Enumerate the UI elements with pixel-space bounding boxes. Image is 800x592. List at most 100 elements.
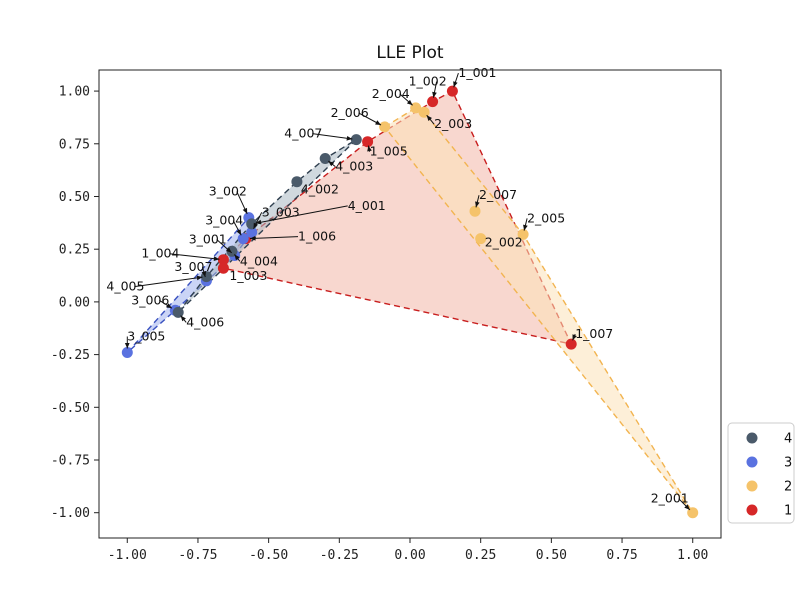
legend-label-4: 4 [784, 432, 792, 447]
annotation-arrow-4_005 [134, 276, 203, 288]
hull-group-1 [222, 90, 573, 346]
points-layer [121, 85, 699, 519]
annotation-arrowhead-3_001 [226, 247, 232, 253]
legend-label-2: 2 [784, 480, 792, 495]
annotation-arrowhead-2_001 [684, 504, 690, 510]
point-label-3_002: 3_002 [209, 184, 247, 199]
chart-title: LLE Plot [376, 43, 443, 63]
legend-marker-3 [746, 456, 758, 468]
point-4_007 [350, 134, 362, 146]
point-label-1_007: 1_007 [575, 326, 613, 341]
point-label-1_002: 1_002 [409, 74, 447, 89]
labels-layer: 4_007 4_003 4_002 4_001 4_004 4_005 4_006 3_002… [106, 65, 691, 511]
y-tick-label: -0.25 [51, 348, 90, 363]
point-1_001 [446, 85, 458, 97]
point-4_002 [291, 176, 303, 188]
annotation-arrowhead-1_005 [367, 145, 372, 152]
annotation-arrow-4_007 [312, 133, 353, 140]
point-1_003 [217, 262, 229, 274]
annotation-arrowhead-3_004 [236, 229, 242, 236]
point-1_005 [362, 136, 374, 148]
legend-marker-2 [746, 480, 758, 492]
point-label-3_005: 3_005 [127, 329, 165, 344]
y-tick-label: 0.75 [59, 137, 90, 152]
point-label-1_001: 1_001 [458, 65, 496, 80]
point-label-1_005: 1_005 [370, 144, 408, 159]
annotation-arrowhead-1_006 [250, 235, 256, 241]
legend-label-3: 3 [784, 456, 792, 471]
annotation-arrowhead-3_005 [124, 343, 130, 349]
annotation-arrowhead-3_002 [242, 207, 248, 214]
point-2_006 [379, 121, 391, 133]
point-label-2_004: 2_004 [372, 86, 410, 101]
x-tick-label: 0.75 [606, 548, 637, 563]
legend-frame [727, 422, 795, 524]
point-label-2_002: 2_002 [485, 235, 523, 250]
point-label-2_001: 2_001 [651, 491, 689, 506]
plot-area: 4_007 4_003 4_002 4_001 4_004 4_005 4_006 3_002… [98, 65, 722, 539]
point-label-4_002: 4_002 [301, 182, 339, 197]
x-tick-label: -0.50 [249, 548, 288, 563]
point-1_002 [427, 96, 439, 108]
point-label-4_007: 4_007 [284, 126, 322, 141]
annotation-arrow-1_006 [249, 236, 299, 239]
annotation-arrowhead-2_007 [475, 201, 480, 208]
point-label-4_004: 4_004 [240, 253, 278, 268]
point-2_003 [418, 106, 430, 118]
annotation-arrow-1_004 [169, 253, 220, 260]
x-tick-label: 0.00 [394, 548, 425, 563]
point-1_004 [217, 254, 229, 266]
point-label-2_006: 2_006 [331, 105, 369, 120]
annotation-arrowhead-4_001 [255, 219, 262, 225]
annotation-arrowhead-1_002 [432, 91, 437, 98]
point-label-3_004: 3_004 [205, 213, 243, 228]
point-label-4_001: 4_001 [348, 198, 386, 213]
annotation-arrowhead-4_004 [234, 254, 240, 261]
point-3_003 [246, 226, 258, 238]
x-tick-label: 0.25 [465, 548, 496, 563]
x-tick-label: -0.25 [320, 548, 359, 563]
annotation-arrowhead-1_001 [453, 81, 458, 88]
annotation-arrowhead-4_005 [196, 275, 203, 281]
point-2_007 [469, 205, 481, 217]
annotation-arrowhead-4_003 [328, 161, 335, 167]
point-4_006 [172, 306, 184, 318]
y-tick-label: 0.50 [59, 190, 90, 205]
point-label-4_005: 4_005 [106, 279, 144, 294]
annotation-arrow-4_001 [255, 205, 348, 224]
annotation-arrowhead-3_003 [253, 222, 258, 229]
point-2_005 [517, 228, 529, 240]
point-label-3_006: 3_006 [131, 292, 169, 307]
legend-label-1: 1 [784, 504, 792, 519]
annotation-arrowhead-2_004 [406, 99, 413, 106]
point-label-3_007: 3_007 [174, 259, 212, 274]
point-label-1_004: 1_004 [141, 246, 179, 261]
point-label-1_003: 1_003 [229, 268, 267, 283]
annotation-arrowhead-2_006 [375, 120, 381, 125]
point-label-2_005: 2_005 [527, 210, 565, 225]
hull-group-2 [383, 107, 694, 514]
point-label-3_001: 3_001 [189, 232, 227, 247]
y-axis: 1.00 0.75 0.50 0.25 0.00 -0.25 -0.50 -0.75 -1.00 [51, 85, 99, 521]
annotation-arrowhead-2_005 [523, 224, 528, 231]
y-tick-label: 1.00 [59, 85, 90, 100]
y-tick-label: 0.00 [59, 295, 90, 310]
point-2_004 [410, 102, 422, 114]
x-axis: -1.00 -0.75 -0.50 -0.25 0.00 0.25 0.50 0.75 1.00 [108, 538, 708, 563]
point-2_002 [475, 233, 487, 245]
y-tick-label: -1.00 [51, 506, 90, 521]
annotation-arrowhead-4_006 [180, 315, 186, 322]
point-label-2_007: 2_007 [479, 187, 517, 202]
point-2_001 [687, 507, 699, 519]
annotation-arrowhead-2_003 [426, 115, 432, 121]
point-1_007 [565, 338, 577, 350]
annotation-arrowhead-3_007 [201, 271, 207, 277]
point-label-4_006: 4_006 [186, 314, 224, 329]
annotation-arrowhead-3_006 [166, 303, 172, 309]
point-label-4_003: 4_003 [335, 159, 373, 174]
x-tick-label: 1.00 [677, 548, 708, 563]
x-tick-label: 0.50 [536, 548, 567, 563]
point-4_003 [319, 153, 331, 164]
y-tick-label: 0.25 [59, 243, 90, 258]
